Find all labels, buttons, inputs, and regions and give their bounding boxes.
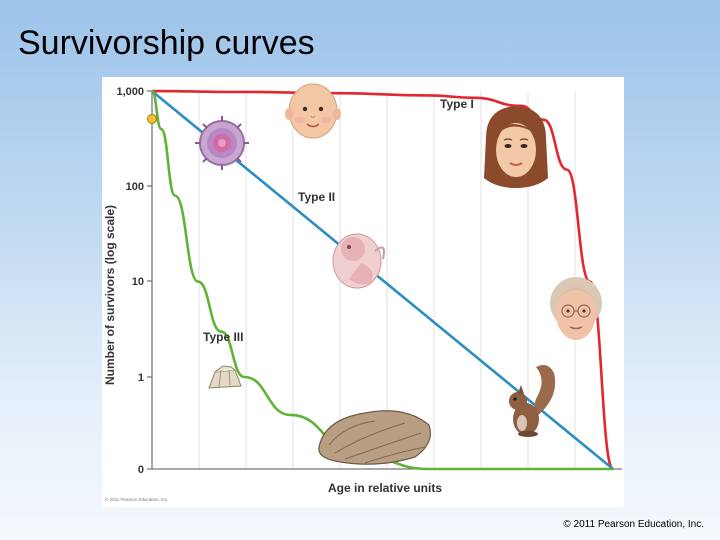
curve-label-type-ii: Type II bbox=[298, 190, 335, 204]
curve-label-type-i: Type I bbox=[440, 97, 474, 111]
baby-face-icon bbox=[285, 83, 341, 139]
start-markers bbox=[147, 114, 157, 124]
start-marker bbox=[147, 114, 157, 124]
elderly-woman-face-icon bbox=[550, 277, 602, 340]
series-line-type-iii bbox=[150, 89, 613, 471]
chart-credit: © 2011 Pearson Education, Inc. bbox=[105, 496, 168, 502]
y-tick-label: 1,000 bbox=[116, 86, 144, 98]
y-tick-label: 100 bbox=[126, 181, 144, 193]
x-axis-label: Age in relative units bbox=[328, 481, 442, 495]
barnacle-icon bbox=[208, 365, 242, 389]
oyster-shell-icon bbox=[318, 410, 431, 465]
fetus-icon bbox=[332, 233, 385, 289]
curve-label-type-iii: Type III bbox=[203, 330, 243, 344]
y-axis-label: Number of survivors (log scale) bbox=[103, 205, 117, 385]
y-tick-label: 1 bbox=[138, 372, 144, 384]
squirrel-icon bbox=[509, 365, 556, 437]
y-tick-label: 0 bbox=[138, 464, 144, 476]
virus-icon bbox=[195, 116, 249, 170]
slide-copyright: © 2011 Pearson Education, Inc. bbox=[563, 519, 704, 530]
chart-panel: 1,000 100 10 1 0 Type I Type II Type III Num… bbox=[102, 77, 624, 507]
woman-face-icon bbox=[484, 106, 548, 188]
slide-title: Survivorship curves bbox=[18, 24, 315, 62]
y-tick-label: 10 bbox=[132, 276, 144, 288]
